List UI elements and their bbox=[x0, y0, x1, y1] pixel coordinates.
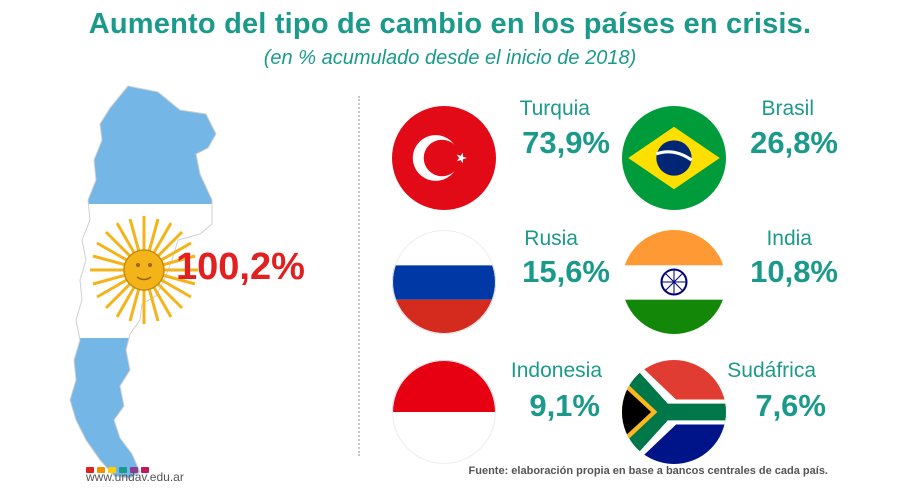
argentina-map-icon bbox=[69, 85, 217, 479]
brand-dot bbox=[130, 467, 138, 473]
website-url: www.undav.edu.ar bbox=[86, 470, 184, 484]
south-africa-flag-icon bbox=[622, 360, 726, 464]
chart-title: Aumento del tipo de cambio en los países… bbox=[88, 8, 812, 40]
brand-dot bbox=[86, 467, 94, 473]
value-argentina: 100,2% bbox=[176, 246, 305, 288]
country-sudafrica: Sudáfrica bbox=[727, 359, 816, 382]
value-rusia: 15,6% bbox=[522, 254, 610, 289]
value-turquia: 73,9% bbox=[522, 125, 610, 160]
divider bbox=[358, 96, 360, 456]
sun-of-may-icon bbox=[90, 216, 198, 324]
value-india: 10,8% bbox=[750, 254, 838, 289]
brand-dots bbox=[86, 460, 152, 478]
russia-flag-icon bbox=[392, 230, 496, 334]
country-indonesia: Indonesia bbox=[510, 359, 602, 382]
brazil-flag-icon bbox=[622, 106, 726, 210]
country-turquia: Turquia bbox=[519, 97, 590, 120]
brand-dot bbox=[97, 467, 105, 473]
indonesia-flag-icon bbox=[392, 360, 496, 464]
country-india: India bbox=[766, 227, 812, 250]
brand-dot bbox=[108, 467, 116, 473]
country-rusia: Rusia bbox=[524, 227, 578, 250]
value-sudafrica: 7,6% bbox=[755, 388, 826, 423]
chart-subtitle: (en % acumulado desde el inicio de 2018) bbox=[263, 47, 637, 69]
brand-dot bbox=[141, 467, 149, 473]
source-note: Fuente: elaboración propia en base a ban… bbox=[468, 465, 828, 477]
value-indonesia: 9,1% bbox=[529, 388, 600, 423]
country-brasil: Brasil bbox=[761, 97, 814, 120]
brand-dot bbox=[119, 467, 127, 473]
india-flag-icon bbox=[622, 230, 726, 334]
value-brasil: 26,8% bbox=[750, 125, 838, 160]
turkey-flag-icon bbox=[392, 106, 496, 210]
